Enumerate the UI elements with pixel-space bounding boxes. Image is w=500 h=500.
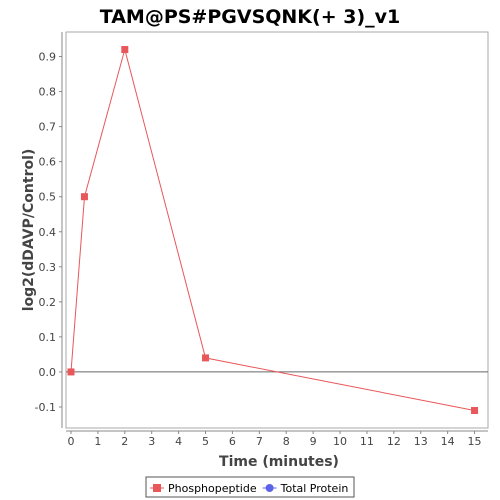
x-tick-label: 13	[414, 435, 428, 448]
y-tick-label: 0.5	[39, 191, 57, 204]
legend-label: Total Protein	[280, 482, 349, 495]
x-tick-label: 0	[68, 435, 75, 448]
data-point	[202, 354, 210, 362]
legend-marker	[153, 484, 161, 492]
x-tick-label: 2	[121, 435, 128, 448]
x-tick-label: 9	[310, 435, 317, 448]
x-tick-label: 1	[94, 435, 101, 448]
y-axis: -0.1 0.0 0.1 0.2 0.3 0.4 0.5 0.6 0.7 0.8 0.9	[35, 32, 63, 428]
y-tick-label: 0.6	[39, 156, 57, 169]
x-axis-label: Time (minutes)	[219, 454, 339, 470]
x-tick-label: 6	[229, 435, 236, 448]
x-tick-label: 5	[202, 435, 209, 448]
y-tick-label: 0.1	[39, 331, 57, 344]
y-tick-label: 0.8	[39, 86, 57, 99]
legend-box	[145, 476, 355, 498]
data-point	[471, 406, 479, 414]
legend: Phosphopeptide Total Protein	[145, 476, 355, 498]
x-tick-label: 3	[148, 435, 155, 448]
y-tick-label: -0.1	[35, 401, 56, 414]
x-tick-label: 15	[468, 435, 482, 448]
x-tick-label: 14	[441, 435, 455, 448]
y-tick-label: 0.3	[39, 261, 57, 274]
y-tick-label: 0.4	[39, 226, 57, 239]
x-tick-label: 10	[333, 435, 347, 448]
y-tick-label: 0.9	[39, 51, 57, 64]
data-point	[67, 368, 75, 376]
y-tick-label: 0.2	[39, 296, 57, 309]
legend-label: Phosphopeptide	[168, 482, 257, 495]
data-point	[80, 193, 88, 201]
chart-title: TAM@PS#PGVSQNK(+ 3)_v1	[100, 6, 401, 28]
x-axis: 0 1 2 3 4 5 6 7 8 9 10 11 12 13 14 15	[66, 430, 488, 448]
y-tick-label: 0.7	[39, 121, 57, 134]
legend-items: Phosphopeptide Total Protein	[150, 482, 348, 495]
x-tick-label: 4	[175, 435, 182, 448]
legend-marker	[265, 484, 274, 492]
plot-area	[65, 31, 489, 429]
y-tick-label: 0.0	[39, 366, 57, 379]
y-axis-label: log2(dDAVP/Control)	[21, 149, 37, 312]
x-tick-label: 7	[256, 435, 263, 448]
x-tick-label: 11	[360, 435, 374, 448]
x-tick-label: 12	[387, 435, 401, 448]
data-point	[121, 46, 129, 54]
x-tick-label: 8	[283, 435, 290, 448]
series-group	[67, 46, 479, 414]
